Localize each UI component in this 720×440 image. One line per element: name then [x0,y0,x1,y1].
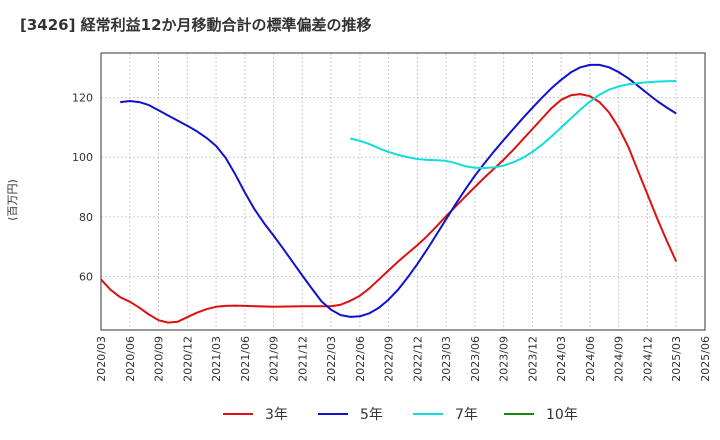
y-tick-label: 60 [79,270,93,283]
x-tick-label: 2021/06 [239,336,252,382]
x-tick-label: 2022/06 [354,336,367,382]
legend-label: 7年 [455,407,478,423]
x-tick-label: 2022/03 [325,336,338,382]
x-tick-label: 2024/06 [584,336,597,382]
y-axis-ticks: 60 80 100 120 [72,92,93,284]
x-tick-label: 2023/06 [469,336,482,382]
legend: 3年 5年 7年 10年 [223,407,578,423]
x-tick-label: 2025/03 [670,336,683,382]
legend-label: 3年 [265,407,288,423]
series-line-5年 [120,63,677,318]
chart-title: [3426] 経常利益12か月移動合計の標準偏差の推移 [20,16,372,34]
x-axis-ticks: 2020/03 2020/06 2020/09 2020/12 2021/03 2021/… [95,336,712,382]
x-tick-label: 2023/12 [526,336,539,382]
x-tick-label: 2020/12 [181,336,194,382]
series-line-3年 [100,93,678,324]
y-tick-label: 100 [72,151,93,164]
x-tick-label: 2024/03 [555,336,568,382]
x-tick-label: 2024/12 [641,336,654,382]
x-tick-label: 2020/03 [95,336,108,382]
x-tick-label: 2024/09 [613,336,626,382]
legend-label: 5年 [360,407,383,423]
x-tick-label: 2022/12 [411,336,424,382]
x-tick-label: 2020/09 [153,336,166,382]
x-tick-label: 2021/09 [268,336,281,382]
series-line-7年 [350,80,677,169]
x-tick-label: 2022/09 [383,336,396,382]
y-axis-label: (百万円) [6,179,19,221]
x-tick-label: 2021/03 [210,336,223,382]
x-tick-label: 2020/06 [124,336,137,382]
plot-frame [100,52,706,331]
x-tick-label: 2025/06 [699,336,712,382]
series-lines [100,63,678,324]
y-tick-label: 80 [79,211,93,224]
legend-label: 10年 [546,407,578,423]
x-tick-label: 2023/09 [498,336,511,382]
x-tick-label: 2021/12 [296,336,309,382]
x-tick-label: 2023/03 [440,336,453,382]
grid-lines [100,53,706,330]
y-tick-label: 120 [72,92,93,105]
